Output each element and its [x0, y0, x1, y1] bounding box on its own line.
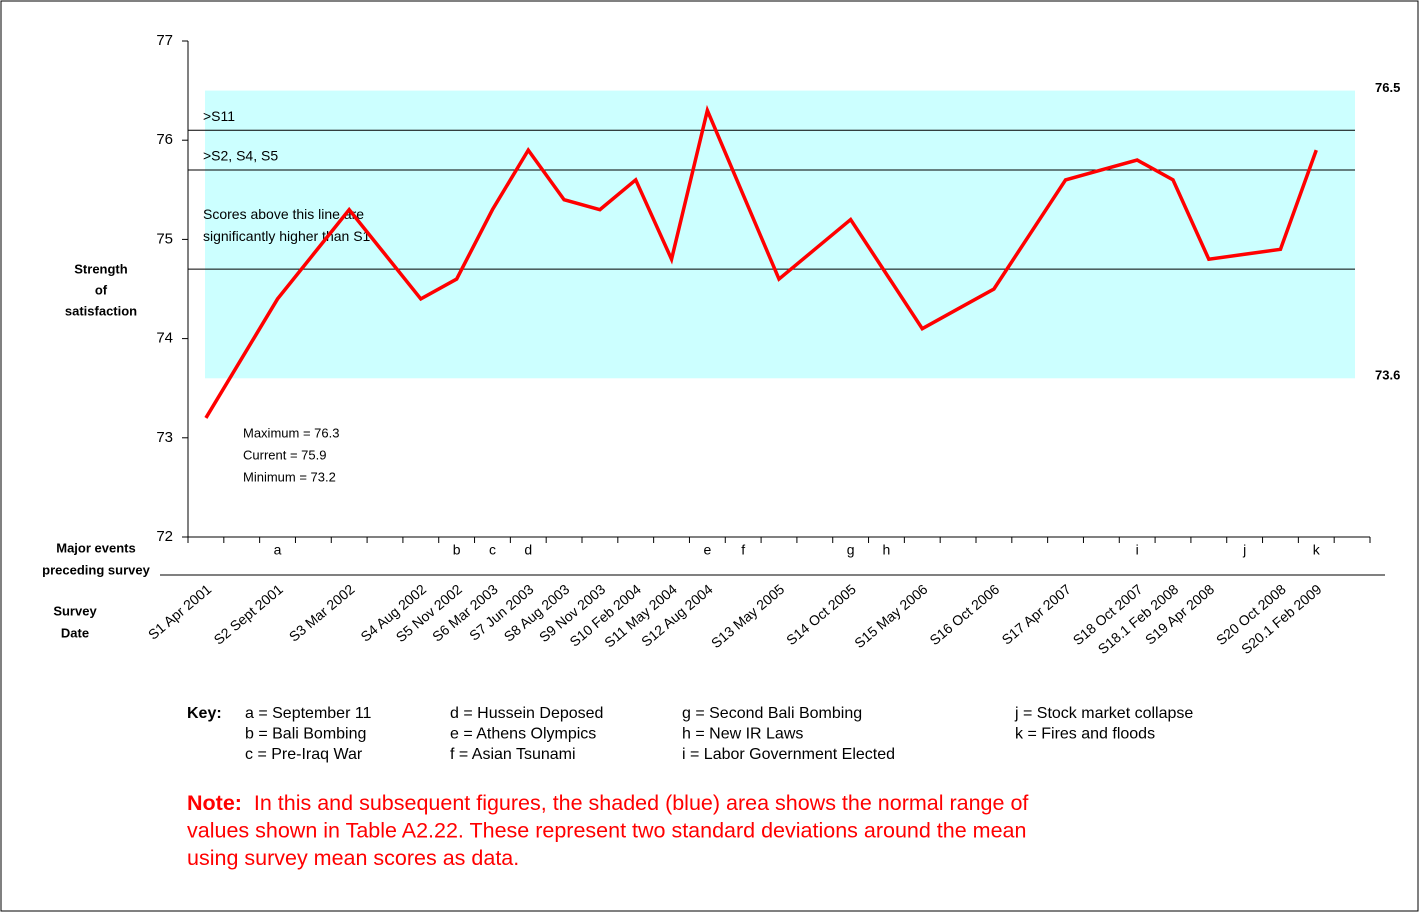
note-text: using survey mean scores as data.: [187, 846, 519, 870]
event-letter: g: [847, 542, 855, 558]
key-entry: h = New IR Laws: [682, 726, 803, 743]
event-letter: e: [703, 542, 711, 558]
y-axis-title: Strength: [74, 261, 128, 276]
band-label: 73.6: [1375, 368, 1400, 383]
y-tick-label: 75: [156, 230, 173, 247]
stat-label: Maximum = 76.3: [243, 425, 339, 440]
note-label: Note:: [187, 791, 242, 815]
stat-label: Minimum = 73.2: [243, 469, 336, 484]
event-letter: f: [741, 542, 745, 558]
key-entry: g = Second Bali Bombing: [682, 705, 862, 722]
threshold-label: significantly higher than S1: [203, 228, 371, 244]
key-entry: d = Hussein Deposed: [450, 705, 603, 722]
note-text: In this and subsequent figures, the shad…: [254, 791, 1029, 815]
threshold-label: >S11: [203, 108, 235, 124]
key-entry: i = Labor Government Elected: [682, 746, 895, 763]
event-letter: i: [1136, 542, 1139, 558]
events-row-title: preceding survey: [42, 562, 150, 577]
data-line: [204, 104, 1318, 419]
event-letter: a: [274, 542, 282, 558]
threshold-label: Scores above this line are: [203, 206, 364, 222]
y-tick-label: 73: [156, 429, 173, 446]
note-line: using survey mean scores as data.: [187, 846, 519, 870]
y-axis-title: satisfaction: [65, 303, 137, 318]
stat-label: Current = 75.9: [243, 447, 326, 462]
y-tick-label: 72: [156, 528, 173, 545]
event-letter: h: [883, 542, 891, 558]
events-row-title: Major events: [56, 540, 135, 555]
key-title: Key:: [187, 705, 222, 722]
y-axis-title: of: [95, 282, 108, 297]
key-entry: j = Stock market collapse: [1014, 705, 1193, 722]
x-axis-title: Survey: [53, 603, 97, 618]
key-entry: e = Athens Olympics: [450, 726, 596, 743]
key-entry: c = Pre-Iraq War: [245, 746, 363, 763]
threshold-label: >S2, S4, S5: [203, 148, 278, 164]
key-entry: k = Fires and floods: [1015, 726, 1155, 743]
note-line: Note: In this and subsequent figures, th…: [187, 791, 1028, 815]
normal-range: [205, 90, 1355, 379]
event-letter: c: [489, 542, 496, 558]
event-letter: k: [1313, 542, 1321, 558]
band-label: 76.5: [1375, 80, 1400, 95]
y-tick-label: 76: [156, 131, 173, 148]
event-letter: b: [453, 542, 461, 558]
x-axis-title: Date: [61, 625, 89, 640]
y-tick-label: 77: [156, 32, 173, 49]
note-text: values shown in Table A2.22. These repre…: [187, 818, 1026, 842]
note-line: values shown in Table A2.22. These repre…: [187, 818, 1026, 842]
key-entry: a = September 11: [245, 705, 372, 722]
event-letter: d: [524, 542, 532, 558]
key-entry: f = Asian Tsunami: [450, 746, 576, 763]
key-entry: b = Bali Bombing: [245, 726, 366, 743]
event-letter: j: [1242, 542, 1246, 558]
y-tick-label: 74: [156, 330, 173, 347]
